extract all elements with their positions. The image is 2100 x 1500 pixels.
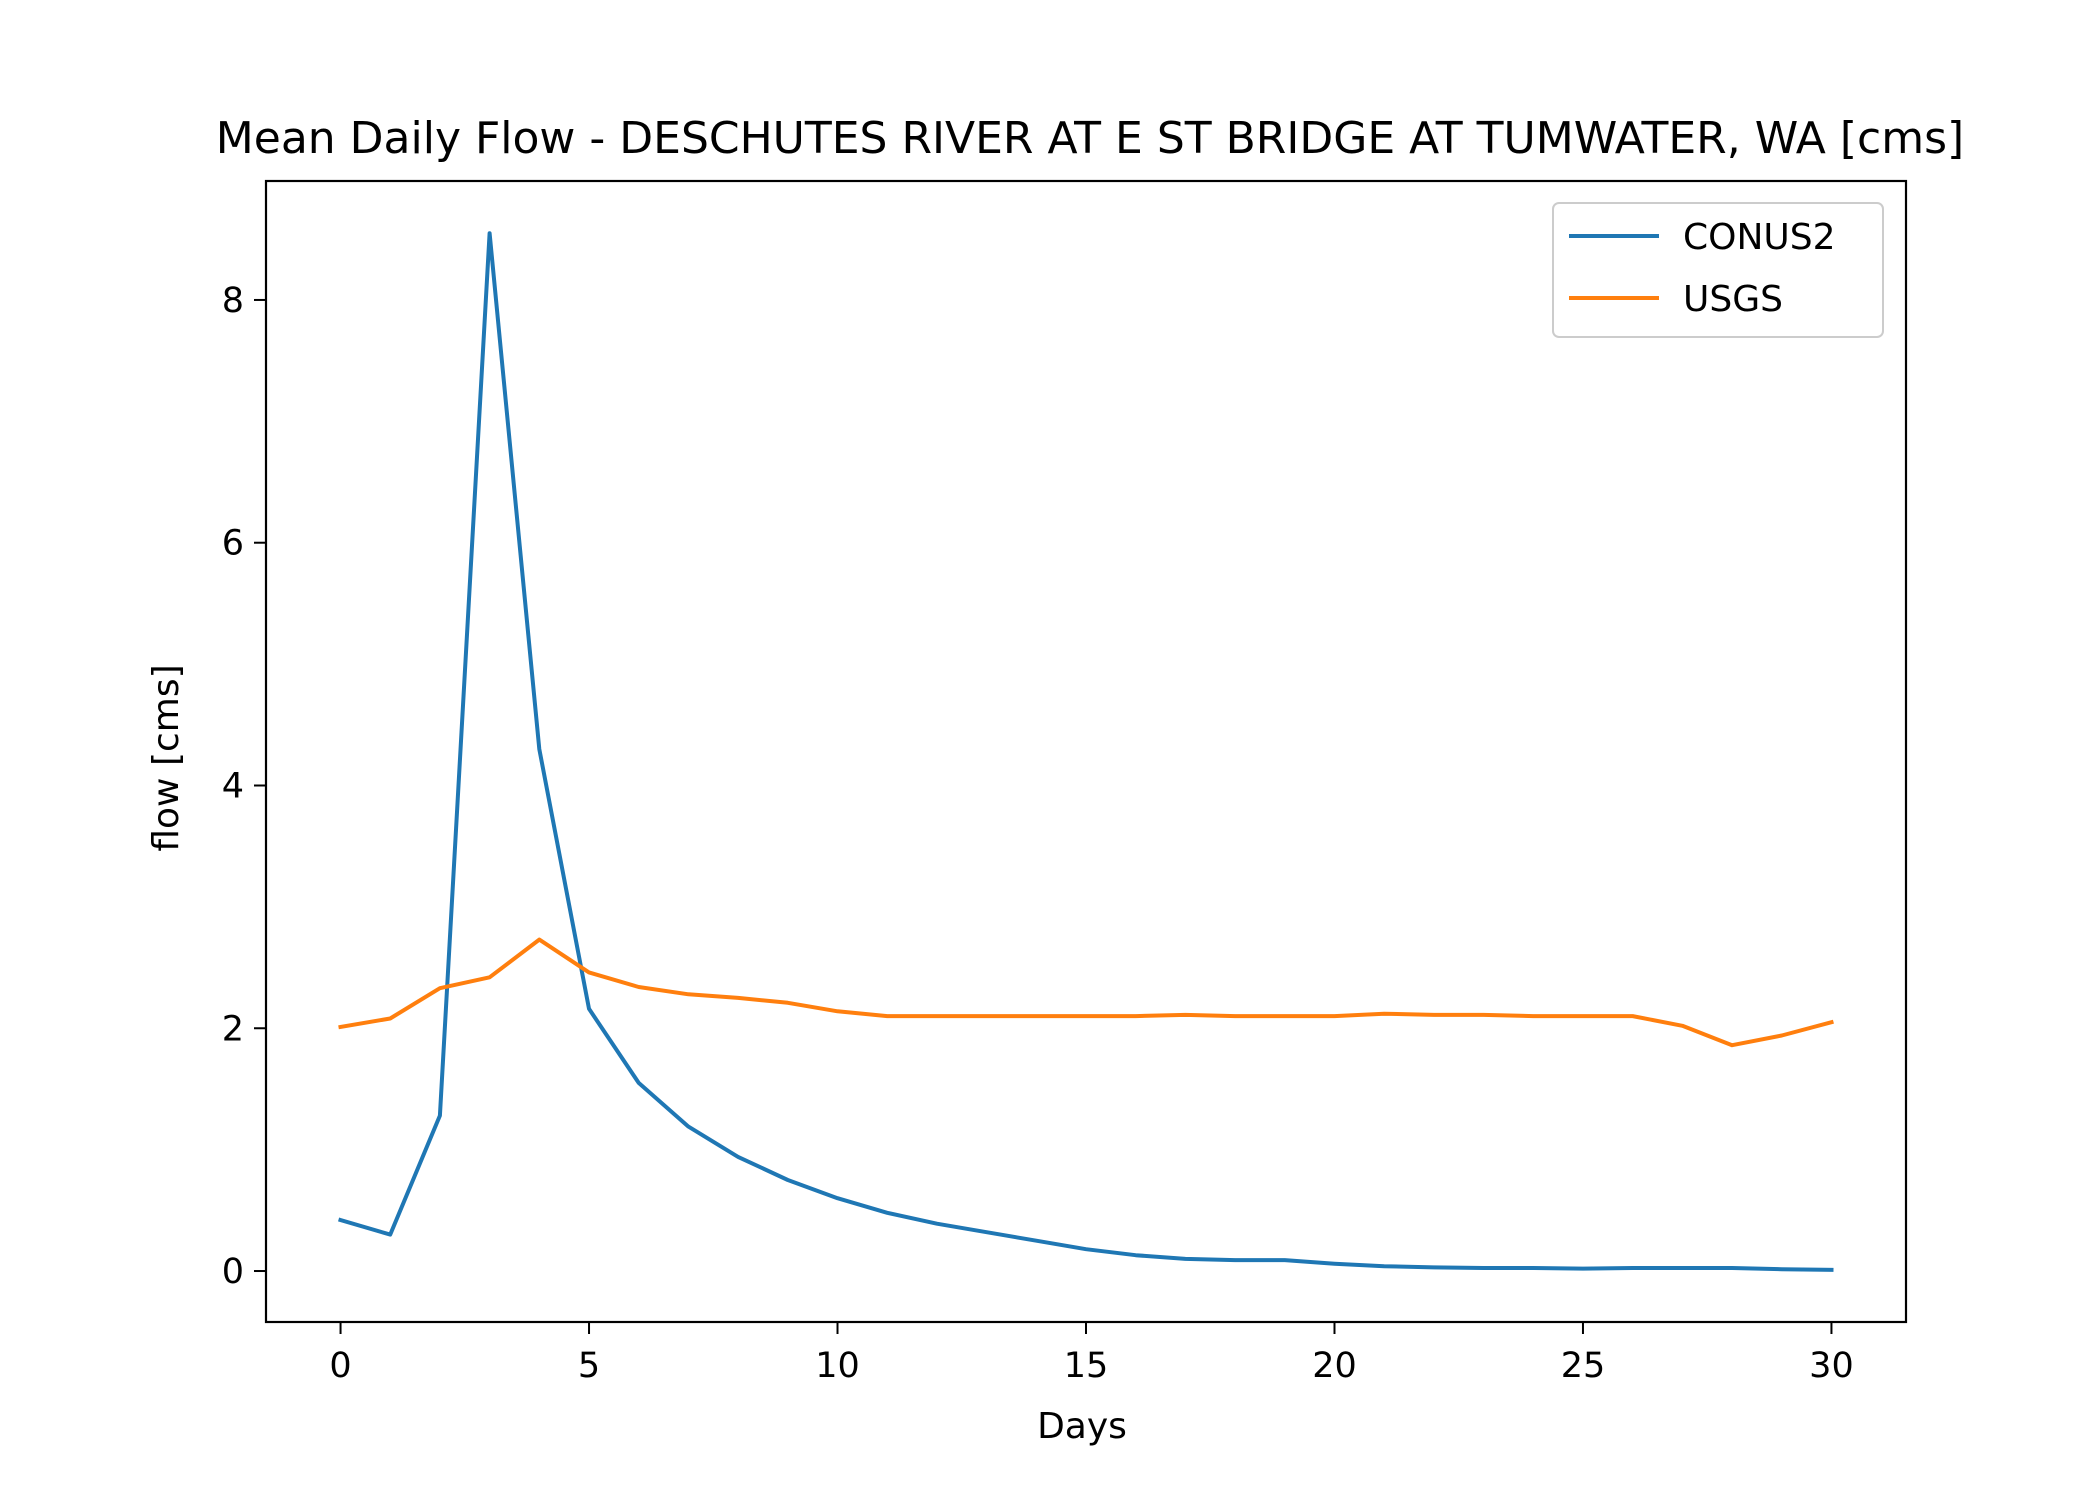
x-tick-label: 10 [815,1346,860,1386]
series-line-conus2 [338,231,1834,1272]
x-tick-label: 15 [1064,1346,1109,1386]
plot-area [264,179,1908,1324]
legend-label-usgs: USGS [1683,279,1783,320]
x-axis: 0 5 10 15 20 25 30 [329,1322,1854,1386]
x-tick-label: 30 [1809,1346,1854,1386]
y-tick-label: 8 [222,281,244,321]
y-tick-label: 4 [222,766,244,806]
x-axis-label: Days [1037,1406,1127,1447]
y-tick-label: 2 [222,1009,244,1049]
legend-entries: CONUS2 USGS [1569,217,1836,320]
series-layer [338,231,1834,1272]
x-tick-label: 20 [1312,1346,1357,1386]
x-tick-label: 0 [329,1346,351,1386]
legend: CONUS2 USGS [1552,202,1884,338]
series-line-usgs [338,937,1834,1048]
y-tick-label: 0 [222,1252,244,1292]
x-tick-label: 25 [1561,1346,1606,1386]
x-tick-label: 5 [578,1346,600,1386]
chart-title: Mean Daily Flow - DESCHUTES RIVER AT E S… [216,113,1964,164]
y-tick-label: 6 [222,524,244,564]
legend-label-conus2: CONUS2 [1683,217,1836,258]
y-axis-label: flow [cms] [146,664,187,851]
y-axis: 0 2 4 6 8 [222,281,266,1292]
plot-frame [264,179,1908,1324]
